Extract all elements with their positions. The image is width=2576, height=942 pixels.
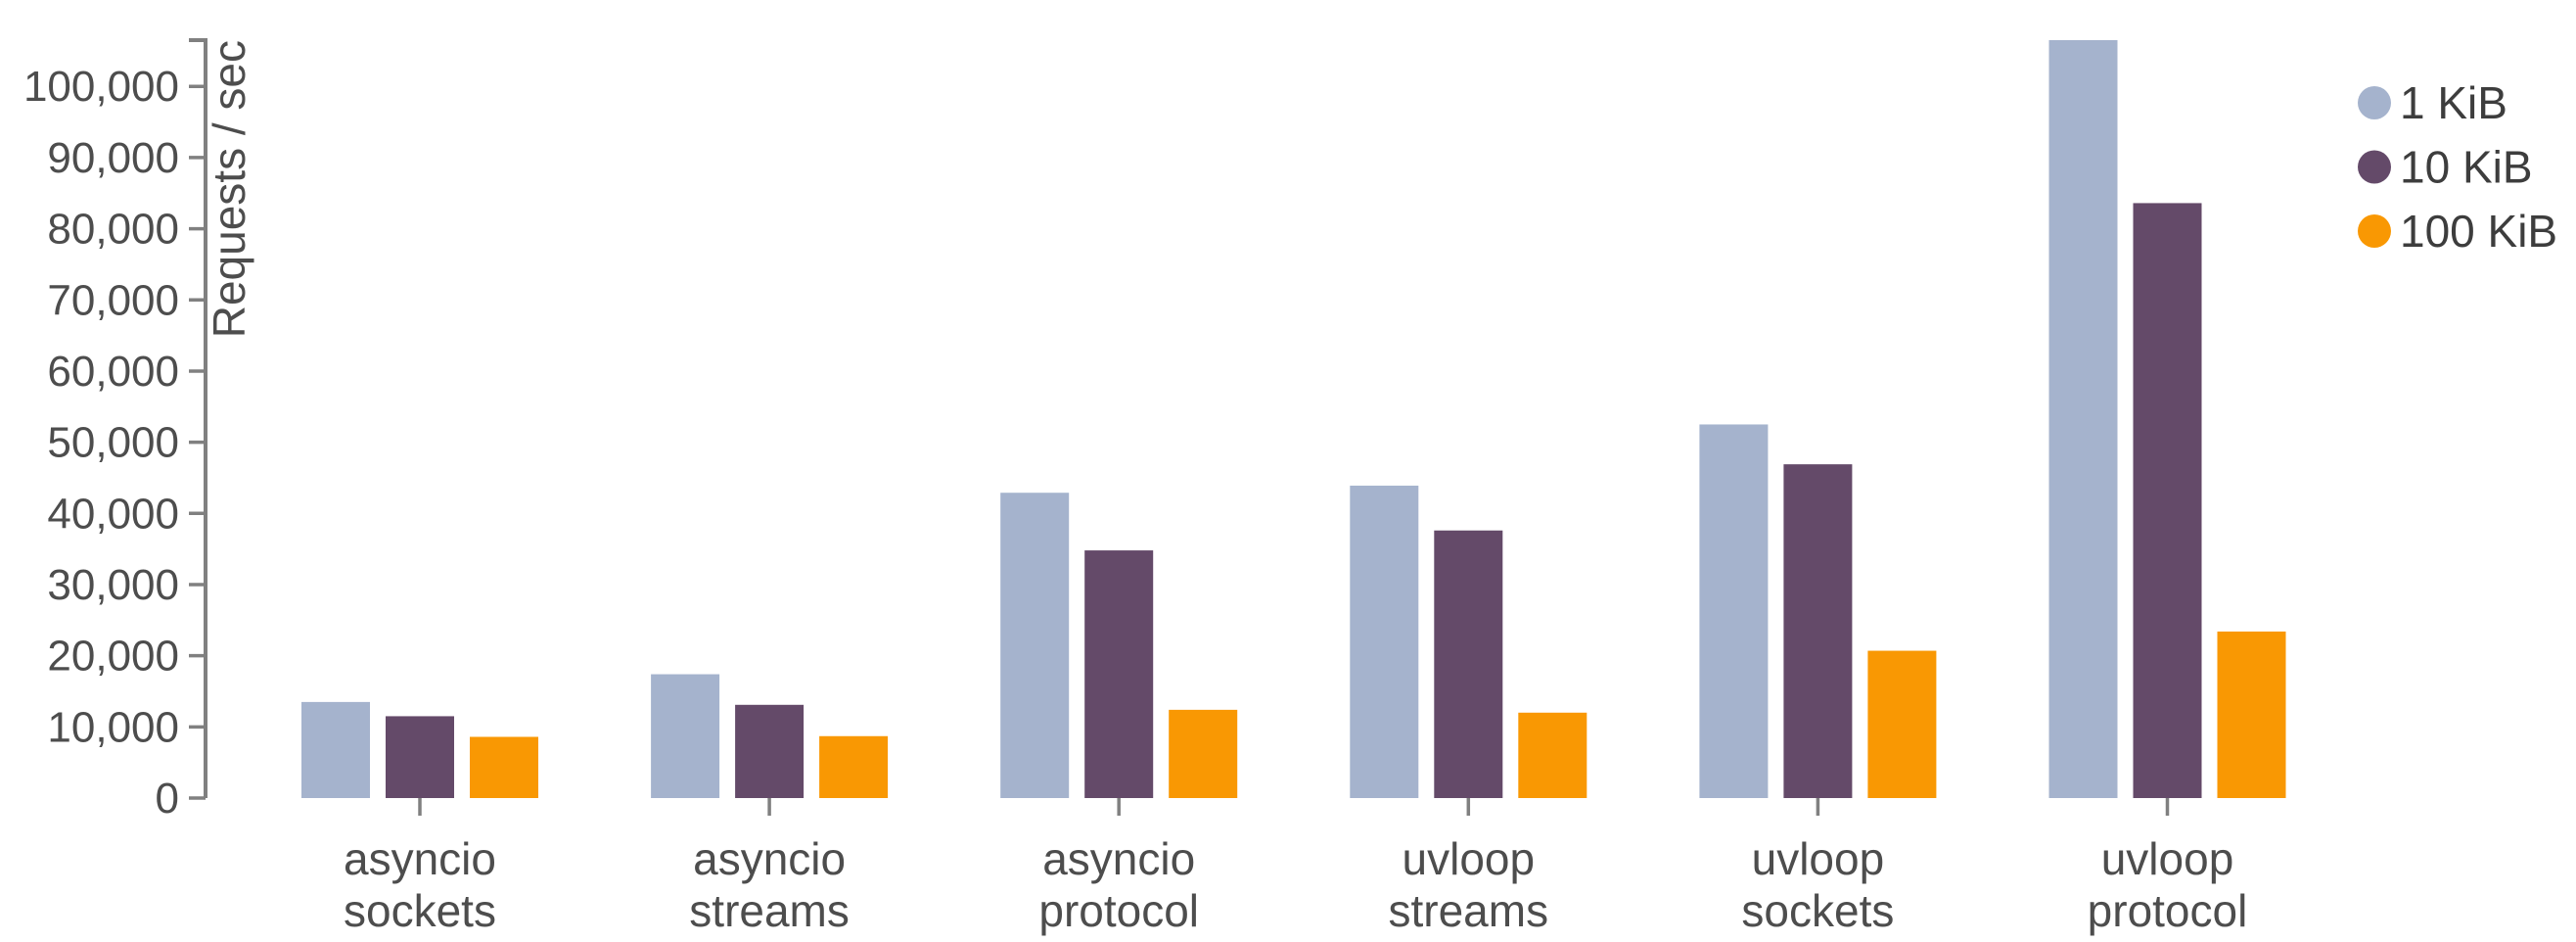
bar-uvloop-streams-1-kib [1350, 485, 1419, 798]
bar-uvloop-streams-10-kib [1434, 530, 1503, 798]
bar-uvloop-protocol-10-kib [2133, 203, 2202, 798]
x-axis-label-uvloop-sockets-line1: uvloop [1752, 833, 1885, 884]
x-axis-label-asyncio-sockets-line1: asyncio [344, 833, 496, 884]
y-axis-tick-label: 90,000 [47, 134, 179, 182]
bar-asyncio-protocol-1-kib [1000, 493, 1070, 798]
bar-uvloop-sockets-100-kib [1867, 650, 1937, 798]
y-axis-title: Requests / sec [204, 40, 254, 338]
y-axis-tick-label: 50,000 [47, 419, 179, 467]
bar-asyncio-streams-10-kib [735, 704, 805, 798]
y-axis-tick-label: 80,000 [47, 206, 179, 254]
bar-asyncio-sockets-100-kib [470, 736, 538, 798]
x-axis-label-asyncio-sockets-line2: sockets [344, 885, 496, 936]
bar-uvloop-streams-100-kib [1518, 712, 1587, 798]
bar-uvloop-protocol-100-kib [2217, 631, 2286, 798]
y-axis-tick-label: 20,000 [47, 633, 179, 681]
x-axis-label-uvloop-protocol-line2: protocol [2088, 885, 2248, 936]
bar-asyncio-sockets-10-kib [386, 716, 454, 798]
bar-asyncio-sockets-1-kib [301, 701, 370, 798]
x-axis-label-uvloop-sockets-line2: sockets [1741, 885, 1894, 936]
y-axis-tick-label: 0 [156, 775, 179, 823]
legend-label-1-kib: 1 KiB [2400, 77, 2507, 128]
x-axis-label-asyncio-streams-line1: asyncio [693, 833, 846, 884]
y-axis-tick-label: 100,000 [23, 63, 179, 111]
y-axis-tick-label: 70,000 [47, 276, 179, 324]
bar-asyncio-protocol-100-kib [1169, 709, 1238, 798]
bar-asyncio-protocol-10-kib [1084, 550, 1154, 798]
y-axis-tick-label: 40,000 [47, 490, 179, 538]
x-axis-label-uvloop-streams-line1: uvloop [1403, 833, 1536, 884]
y-axis-line [189, 38, 207, 798]
legend-dot-100-kib [2358, 214, 2391, 248]
x-axis-label-asyncio-streams-line2: streams [689, 885, 850, 936]
legend-dot-1-kib [2358, 86, 2391, 119]
x-axis-label-uvloop-streams-line2: streams [1389, 885, 1549, 936]
y-axis-tick-label: 10,000 [47, 703, 179, 751]
x-axis-label-asyncio-protocol-line1: asyncio [1042, 833, 1195, 884]
bar-uvloop-sockets-10-kib [1783, 464, 1853, 798]
legend-label-100-kib: 100 KiB [2400, 206, 2557, 257]
bar-asyncio-streams-100-kib [819, 735, 889, 798]
y-axis-tick-label: 60,000 [47, 348, 179, 396]
bar-uvloop-protocol-1-kib [2048, 40, 2118, 798]
x-axis-label-uvloop-protocol-line1: uvloop [2101, 833, 2234, 884]
x-axis-label-asyncio-protocol-line2: protocol [1038, 885, 1199, 936]
bar-asyncio-streams-1-kib [651, 674, 720, 798]
y-axis-tick-label: 30,000 [47, 561, 179, 609]
bar-uvloop-sockets-1-kib [1699, 424, 1769, 798]
legend-dot-10-kib [2358, 150, 2391, 184]
legend-label-10-kib: 10 KiB [2400, 142, 2533, 193]
legend: 1 KiB 10 KiB 100 KiB [2358, 77, 2557, 257]
y-axis: 0 10,000 20,000 30,000 40,000 50,000 60,000 70,… [23, 38, 207, 823]
